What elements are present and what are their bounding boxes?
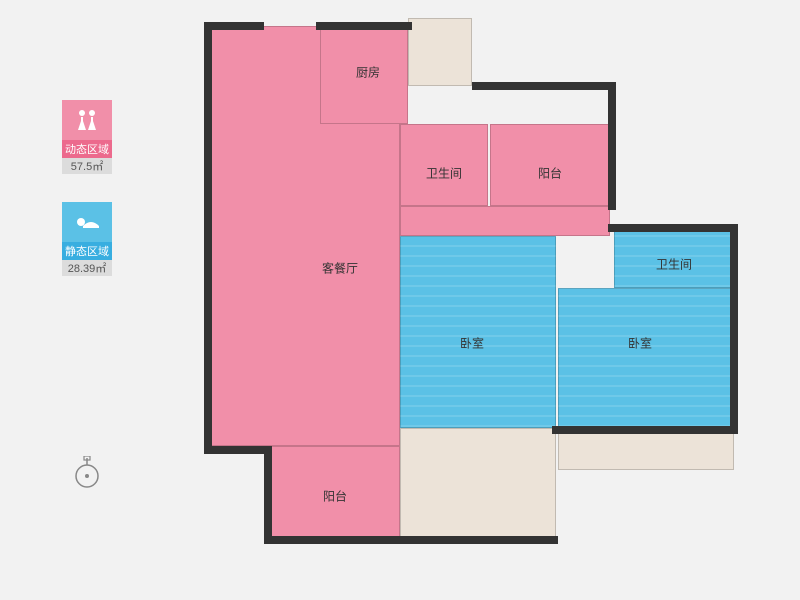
legend-static-label: 静态区域 [62,242,112,260]
wall [316,22,412,30]
wall [608,82,616,210]
room-bal1_n [408,18,472,86]
wall [398,536,558,544]
wall [730,286,738,432]
wall [730,224,738,292]
wall [264,446,272,542]
wall [204,22,212,452]
wall [472,82,614,90]
room-bath1 [400,124,488,206]
room-kitchen [320,26,408,124]
legend-dynamic-label: 动态区域 [62,140,112,158]
legend-static-value: 28.39㎡ [62,260,112,276]
people-icon [62,100,112,140]
wall [552,426,738,434]
sleep-icon [62,202,112,242]
legend-dynamic: 动态区域 57.5㎡ [62,100,112,174]
wall [608,224,738,232]
wall [204,22,264,30]
room-bal3n [400,428,556,538]
room-bal3 [270,446,400,538]
floorplan: 客餐厅厨房卫生间阳台卫生间卧室卧室阳台 [200,18,760,578]
legend-static: 静态区域 28.39㎡ [62,202,112,276]
compass-icon [72,456,102,486]
wall [264,536,404,544]
room-pass1 [400,206,610,236]
room-balcony2 [490,124,610,206]
room-bed2 [558,288,734,428]
wall [204,446,270,454]
legend-dynamic-value: 57.5㎡ [62,158,112,174]
room-bath2 [614,228,734,288]
legend: 动态区域 57.5㎡ 静态区域 28.39㎡ [62,100,112,304]
room-bed1 [400,236,556,428]
room-bal4n [558,428,734,470]
